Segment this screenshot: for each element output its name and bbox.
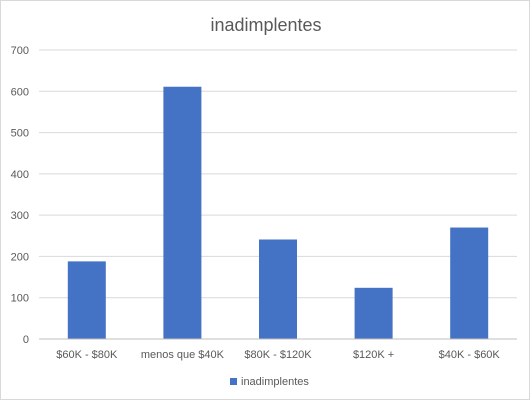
- y-tick-label: 200: [11, 251, 29, 263]
- legend-swatch: [230, 378, 237, 385]
- y-axis-ticks: 0 100 200 300 400 500 600 700: [11, 45, 29, 346]
- legend-label: inadimplentes: [241, 376, 309, 388]
- y-tick-label: 600: [11, 86, 29, 98]
- legend: inadimplentes: [230, 376, 309, 388]
- chart-title: inadimplentes: [210, 15, 321, 35]
- y-tick-label: 500: [11, 128, 29, 140]
- gridlines: [39, 49, 517, 299]
- bar: [163, 86, 202, 339]
- bar: [450, 227, 489, 339]
- x-tick-label: $60K - $80K: [56, 349, 118, 361]
- bar: [67, 261, 106, 339]
- x-tick-label: $40K - $60K: [439, 349, 501, 361]
- y-tick-label: 700: [11, 45, 29, 57]
- bar: [354, 287, 393, 339]
- y-tick-label: 100: [11, 293, 29, 305]
- y-tick-label: 0: [23, 334, 29, 346]
- y-tick-label: 300: [11, 210, 29, 222]
- bar: [259, 239, 297, 339]
- x-tick-label: $120K +: [353, 349, 394, 361]
- y-tick-label: 400: [11, 169, 29, 181]
- x-tick-label: $80K - $120K: [244, 349, 312, 361]
- x-axis-ticks: $60K - $80K menos que $40K $80K - $120K $12…: [56, 349, 500, 361]
- bars: [67, 86, 489, 339]
- x-tick-label: menos que $40K: [141, 349, 225, 361]
